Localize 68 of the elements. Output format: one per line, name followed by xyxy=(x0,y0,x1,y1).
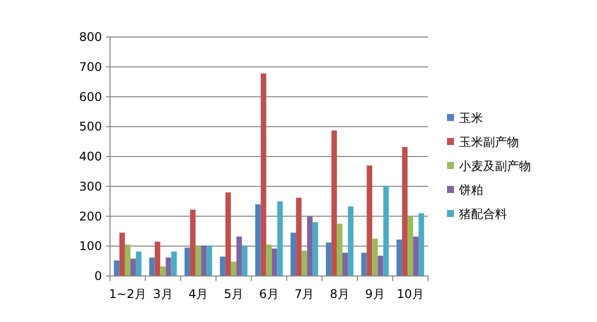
bar xyxy=(326,242,332,276)
legend-label: 玉米 xyxy=(459,111,483,125)
legend-label: 饼粕 xyxy=(458,183,483,197)
x-tick-label: 4月 xyxy=(188,287,208,301)
bar xyxy=(130,258,136,276)
x-tick-label: 7月 xyxy=(294,287,314,301)
bar xyxy=(242,246,248,276)
bar xyxy=(307,216,313,276)
bar xyxy=(136,252,142,276)
x-tick-label: 8月 xyxy=(330,287,350,301)
bar xyxy=(124,244,130,276)
y-tick-label: 500 xyxy=(79,120,102,134)
bar xyxy=(302,250,308,276)
bar xyxy=(342,252,348,276)
bar xyxy=(383,186,389,276)
x-tick-label: 6月 xyxy=(259,287,279,301)
bar xyxy=(402,146,408,276)
y-tick-label: 800 xyxy=(79,30,102,44)
bar xyxy=(225,192,231,276)
bar xyxy=(154,242,160,276)
bar xyxy=(277,201,283,276)
bar xyxy=(190,210,196,276)
bar xyxy=(220,256,226,276)
bar xyxy=(196,246,202,276)
bar xyxy=(312,222,318,276)
bar xyxy=(296,198,302,276)
bar xyxy=(236,236,242,276)
bar xyxy=(149,257,155,276)
bar xyxy=(378,256,384,276)
bar xyxy=(366,165,372,276)
y-tick-label: 0 xyxy=(94,269,102,283)
bar xyxy=(361,252,367,276)
bar xyxy=(266,244,272,276)
bar xyxy=(331,130,337,276)
bar xyxy=(290,232,296,276)
y-tick-label: 200 xyxy=(79,209,102,224)
y-tick-label: 700 xyxy=(79,60,102,74)
bar xyxy=(348,206,354,276)
x-tick-label: 1~2月 xyxy=(109,287,146,301)
bar xyxy=(396,240,402,276)
bar xyxy=(119,232,125,276)
bar xyxy=(206,246,212,276)
bar xyxy=(171,252,177,276)
bar xyxy=(201,246,207,276)
legend-label: 玉米副产物 xyxy=(459,135,519,149)
bar xyxy=(336,224,342,276)
bar xyxy=(114,260,120,276)
bar xyxy=(160,266,166,276)
bar xyxy=(408,216,414,276)
x-tick-label: 10月 xyxy=(396,287,424,301)
y-tick-label: 400 xyxy=(79,150,102,164)
bar xyxy=(260,73,266,276)
bar xyxy=(184,248,190,276)
bar xyxy=(272,248,278,276)
bar xyxy=(413,236,419,276)
y-tick-label: 600 xyxy=(79,90,102,104)
bar xyxy=(255,204,261,276)
y-tick-label: 300 xyxy=(79,179,102,194)
bar xyxy=(418,213,424,276)
y-tick-label: 100 xyxy=(79,239,102,254)
legend-label: 小麦及副产物 xyxy=(459,159,531,173)
x-tick-label: 5月 xyxy=(224,287,244,301)
x-tick-label: 9月 xyxy=(365,287,385,301)
bar xyxy=(230,262,236,276)
bar xyxy=(372,238,378,276)
x-tick-label: 3月 xyxy=(153,287,173,301)
legend-label: 猪配合料 xyxy=(459,207,507,221)
bar xyxy=(166,257,172,276)
